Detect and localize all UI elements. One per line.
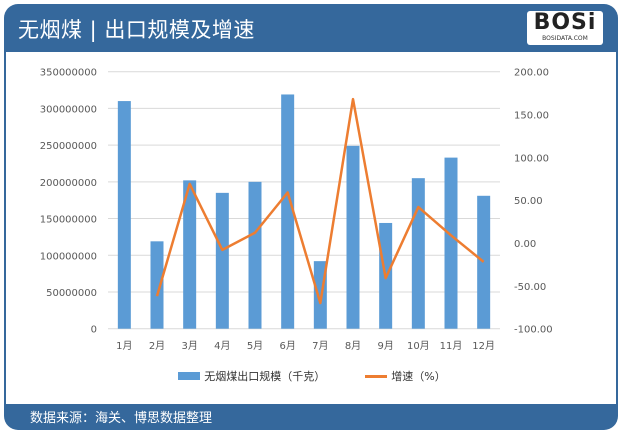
x-tick-label: 1月	[116, 340, 132, 352]
x-tick-label: 10月	[407, 340, 430, 352]
data-source: 数据来源：海关、博思数据整理	[30, 411, 213, 426]
page-title: 无烟煤 | 出口规模及增速	[18, 18, 255, 42]
bar	[444, 157, 458, 329]
bar	[411, 178, 425, 329]
left-tick-label: 150000000	[40, 215, 97, 226]
left-tick-label: 0	[91, 325, 97, 336]
left-tick-label: 100000000	[40, 251, 97, 262]
x-tick-label: 3月	[181, 340, 197, 352]
bar	[215, 192, 229, 329]
x-tick-label: 5月	[247, 340, 263, 352]
left-tick-label: 50000000	[46, 288, 97, 299]
left-tick-label: 200000000	[40, 178, 97, 189]
bar	[346, 145, 360, 329]
x-tick-label: 7月	[312, 340, 328, 352]
legend-bar-label: 无烟煤出口规模（千克）	[204, 370, 326, 383]
chart-area	[6, 52, 616, 404]
bar	[183, 180, 197, 329]
chart-panel	[4, 4, 618, 430]
right-tick-label: -50.00	[514, 282, 546, 293]
bar	[281, 94, 295, 329]
x-tick-label: 8月	[345, 340, 361, 352]
right-tick-label: 0.00	[514, 239, 536, 250]
left-tick-label: 350000000	[40, 68, 97, 79]
right-tick-label: -100.00	[514, 325, 553, 336]
left-tick-label: 250000000	[40, 141, 97, 152]
right-tick-label: 50.00	[514, 196, 543, 207]
right-tick-label: 200.00	[514, 68, 549, 79]
bar	[248, 181, 262, 329]
legend-line-label: 增速（%）	[391, 370, 446, 383]
x-tick-label: 9月	[377, 340, 393, 352]
legend-line-swatch	[365, 374, 388, 378]
right-tick-label: 100.00	[514, 153, 549, 164]
bosi-logo: BOSi BOSIDATA.COM	[527, 11, 603, 45]
legend-bar-swatch	[178, 372, 201, 380]
x-tick-label: 6月	[279, 340, 295, 352]
right-tick-label: 150.00	[514, 111, 549, 122]
bar	[477, 195, 491, 329]
x-tick-label: 4月	[214, 340, 230, 352]
x-tick-label: 2月	[149, 340, 165, 352]
bar	[117, 101, 131, 329]
x-tick-label: 12月	[472, 340, 495, 352]
left-tick-label: 300000000	[40, 104, 97, 115]
bar	[150, 241, 164, 329]
legend: 无烟煤出口规模（千克） 增速（%）	[0, 368, 624, 384]
logo-text: BOSi	[533, 10, 597, 35]
x-tick-label: 11月	[440, 340, 463, 352]
logo-subtext: BOSIDATA.COM	[542, 35, 588, 42]
